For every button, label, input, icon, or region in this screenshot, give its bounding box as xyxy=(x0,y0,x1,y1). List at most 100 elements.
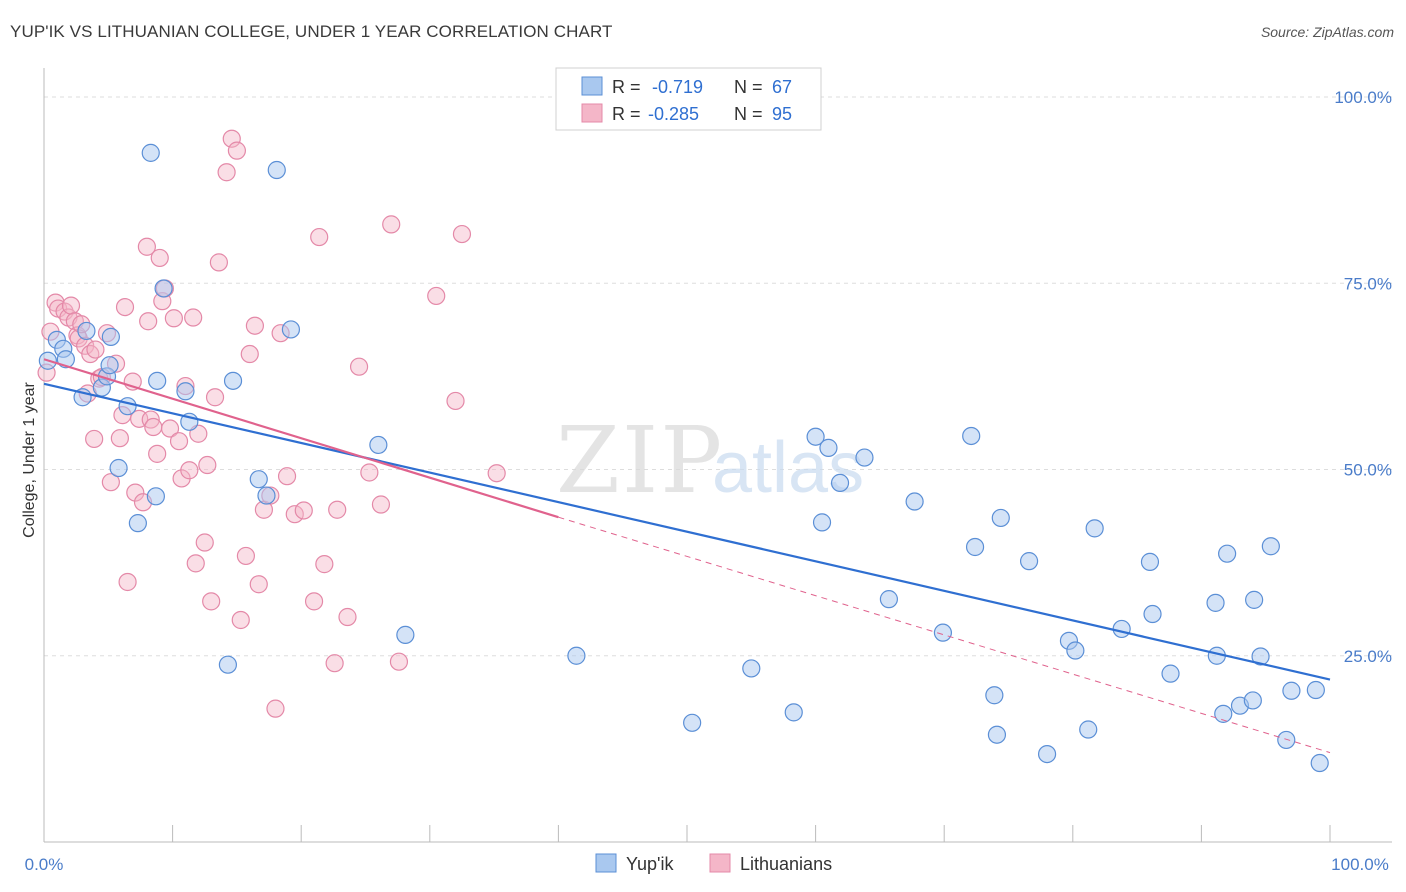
lithuanians-trend-extension xyxy=(558,516,1331,754)
yupik-point-63 xyxy=(1277,730,1296,750)
chart-title: YUP'IK VS LITHUANIAN COLLEGE, UNDER 1 YE… xyxy=(10,22,613,41)
lithuanians-point-63 xyxy=(277,467,297,486)
yupik-point-32 xyxy=(812,513,832,532)
yupik-point-43 xyxy=(991,508,1010,528)
lithuanians-point-69 xyxy=(325,654,344,673)
lithuanians-point-21 xyxy=(110,429,129,448)
yupik-point-25 xyxy=(369,435,388,455)
lithuanians-point-23 xyxy=(115,297,135,317)
lithuanians-point-52 xyxy=(222,129,241,148)
yupik-point-44 xyxy=(1019,552,1039,571)
lithuanians-point-75 xyxy=(382,215,401,234)
lithuanians-point-56 xyxy=(240,344,259,364)
yupik-trend-line xyxy=(43,382,1331,681)
legend-top: R = -0.719 N = 67 R = -0.285 N = 95 xyxy=(555,67,822,131)
yupik-point-65 xyxy=(1306,680,1325,700)
lithuanians-point-71 xyxy=(338,607,357,627)
yupik-point-61 xyxy=(1251,647,1270,666)
yupik-point-20 xyxy=(223,371,243,390)
lithuanians-point-79 xyxy=(452,224,472,244)
yupik-point-19 xyxy=(218,655,237,674)
yupik-point-37 xyxy=(905,492,924,511)
yupik-point-42 xyxy=(987,725,1007,744)
yupik-point-49 xyxy=(1085,519,1104,538)
lithuanians-point-50 xyxy=(209,253,228,272)
lithuanians-point-78 xyxy=(446,391,465,411)
watermark-zip: ZIP xyxy=(556,407,724,514)
legend-n-label-2: N = xyxy=(734,104,763,124)
lithuanians-point-24 xyxy=(118,572,137,592)
lithuanians-point-31 xyxy=(141,410,160,429)
yupik-point-10 xyxy=(109,458,128,478)
yupik-point-16 xyxy=(154,279,173,298)
yupik-points xyxy=(38,143,1329,773)
legend-r-value-2: -0.285 xyxy=(648,104,699,124)
x-axis-ticks xyxy=(172,825,1331,842)
yupik-point-12 xyxy=(128,514,147,533)
lithuanians-point-6 xyxy=(61,296,81,315)
legend-bottom-swatch-lithuanians xyxy=(709,853,731,873)
lithuanians-point-53 xyxy=(227,141,246,160)
yupik-point-41 xyxy=(985,686,1004,705)
yupik-point-45 xyxy=(1037,744,1057,764)
yupik-point-24 xyxy=(281,320,301,339)
lithuanians-point-30 xyxy=(139,312,158,331)
yupik-point-21 xyxy=(249,470,268,489)
lithuanians-point-64 xyxy=(285,505,304,524)
lithuanians-point-39 xyxy=(169,432,189,451)
lithuanians-point-43 xyxy=(184,308,203,327)
lithuanians-point-34 xyxy=(150,248,169,268)
lithuanians-point-14 xyxy=(85,429,104,449)
source-label: Source: ZipAtlas.com xyxy=(1260,24,1394,40)
lithuanians-point-26 xyxy=(126,483,145,502)
yupik-point-26 xyxy=(396,625,415,644)
yupik-point-14 xyxy=(146,487,165,506)
lithuanians-point-19 xyxy=(101,473,120,492)
legend-swatch-yupik xyxy=(581,76,603,96)
yupik-point-9 xyxy=(101,327,120,346)
lithuanians-point-47 xyxy=(198,455,217,475)
lithuanians-point-44 xyxy=(186,554,205,573)
lithuanians-points xyxy=(37,129,506,718)
yupik-point-11 xyxy=(118,397,137,416)
lithuanians-point-49 xyxy=(205,388,225,407)
lithuanians-point-29 xyxy=(137,237,156,256)
y-tick-label-100: 100.0% xyxy=(1334,88,1392,107)
lithuanians-point-38 xyxy=(164,309,183,328)
lithuanians-point-74 xyxy=(371,495,391,514)
legend-r-label-1: R = xyxy=(612,77,641,97)
yupik-point-52 xyxy=(1143,604,1162,624)
y-tick-labels: 25.0% 50.0% 75.0% 100.0% xyxy=(1334,88,1392,666)
lithuanians-point-80 xyxy=(487,464,506,483)
legend-n-value-1: 67 xyxy=(772,77,792,97)
yupik-point-31 xyxy=(806,427,825,446)
legend-n-value-2: 95 xyxy=(772,104,792,124)
yupik-point-50 xyxy=(1112,619,1131,639)
legend-bottom-label-lithuanians: Lithuanians xyxy=(740,854,832,874)
lithuanians-point-67 xyxy=(310,227,329,247)
yupik-point-62 xyxy=(1261,537,1280,556)
lithuanians-point-46 xyxy=(195,533,214,552)
y-tick-label-25: 25.0% xyxy=(1344,647,1392,666)
yupik-point-54 xyxy=(1206,593,1225,612)
legend-n-label-1: N = xyxy=(734,77,763,97)
lithuanians-point-32 xyxy=(144,417,163,437)
yupik-point-38 xyxy=(933,623,953,642)
yupik-point-28 xyxy=(683,713,702,732)
yupik-point-22 xyxy=(257,486,276,505)
legend-bottom-label-yupik: Yup'ik xyxy=(626,854,674,874)
yupik-point-30 xyxy=(784,703,803,722)
lithuanians-point-76 xyxy=(389,652,409,671)
yupik-point-29 xyxy=(742,659,761,678)
yupik-point-13 xyxy=(141,143,160,162)
lithuanians-point-70 xyxy=(328,500,347,519)
yupik-point-56 xyxy=(1214,704,1233,723)
yupik-point-27 xyxy=(567,646,586,665)
yupik-point-33 xyxy=(819,438,838,457)
lithuanians-point-77 xyxy=(427,286,446,306)
legend-swatch-lithuanians xyxy=(581,103,603,123)
yupik-point-59 xyxy=(1243,691,1262,710)
yupik-point-64 xyxy=(1282,681,1301,700)
y-axis-label: College, Under 1 year xyxy=(21,382,38,538)
